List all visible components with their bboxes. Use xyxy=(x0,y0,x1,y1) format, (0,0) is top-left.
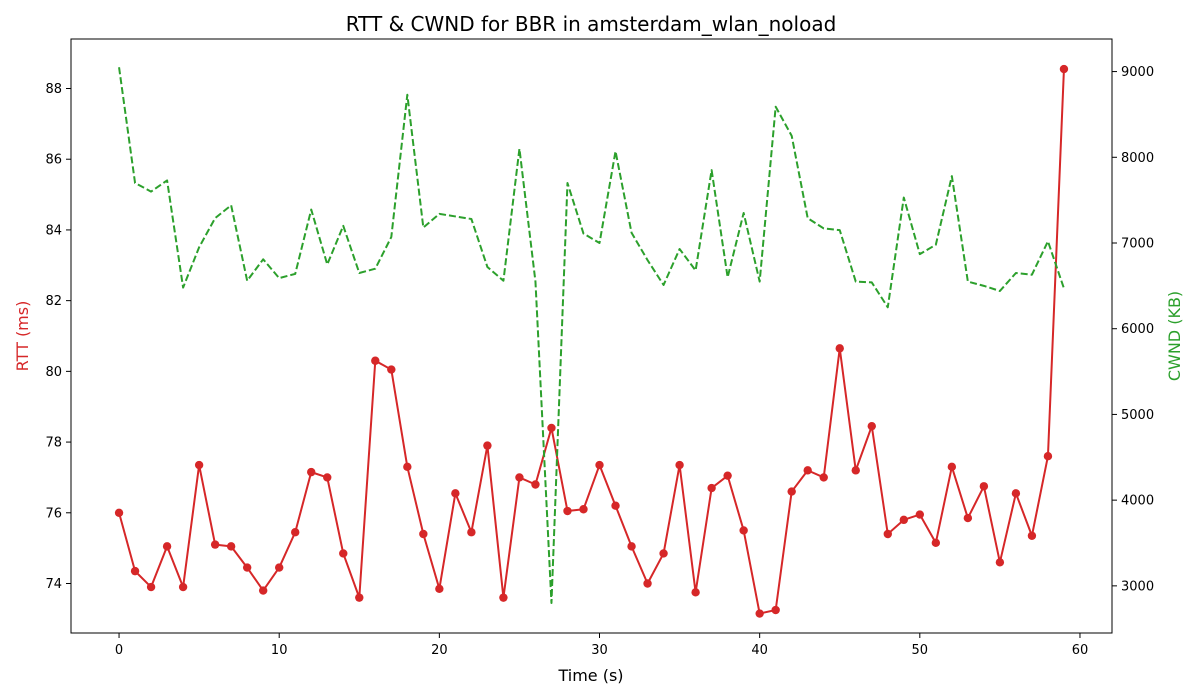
rtt-point xyxy=(114,508,124,517)
plot-frame xyxy=(70,38,1113,634)
rtt-point xyxy=(723,471,732,480)
rtt-point xyxy=(579,505,588,514)
x-tick-label: 30 xyxy=(591,643,608,658)
rtt-point xyxy=(867,421,876,431)
rtt-point xyxy=(835,344,844,353)
rtt-point xyxy=(611,501,620,510)
y-axis-right-title: CWND (KB) xyxy=(1165,291,1184,381)
series-layer xyxy=(114,64,1069,618)
y-axis-left-title: RTT (ms) xyxy=(13,301,32,372)
rtt-point xyxy=(547,423,556,433)
rtt-point xyxy=(499,593,508,602)
y-right-tick-label: 8000 xyxy=(1121,151,1154,166)
y-left-tick-label: 82 xyxy=(45,294,62,309)
y-left-tick-label: 80 xyxy=(45,365,62,380)
rtt-point xyxy=(995,558,1005,567)
y-right-tick-label: 3000 xyxy=(1121,579,1154,594)
x-tick-label: 50 xyxy=(912,643,929,658)
y-right-tick-label: 7000 xyxy=(1121,237,1154,252)
plot-area xyxy=(70,38,1113,634)
y-left-tick-label: 86 xyxy=(45,153,62,168)
rtt-point xyxy=(515,473,524,482)
rtt-point xyxy=(819,473,828,482)
rtt-point xyxy=(803,466,812,475)
rtt-point xyxy=(1011,489,1021,498)
rtt-point xyxy=(242,563,252,572)
rtt-point xyxy=(146,582,156,592)
rtt-point xyxy=(194,460,204,470)
x-tick-label: 40 xyxy=(751,643,768,658)
rtt-point xyxy=(355,593,364,602)
rtt-point xyxy=(323,473,332,482)
rtt-point xyxy=(226,542,236,551)
y-left-tick-label: 88 xyxy=(45,82,62,97)
rtt-point xyxy=(1027,531,1037,540)
x-tick-label: 60 xyxy=(1072,643,1089,658)
rtt-point xyxy=(643,579,652,588)
rtt-point xyxy=(275,563,284,572)
axes-layer: 0 10 20 30 40 50 60 74 76 78 80 82 84 86 88 3000 4000 500… xyxy=(45,65,1154,658)
y-right-tick-label: 5000 xyxy=(1121,408,1154,423)
x-tick-label: 20 xyxy=(431,643,448,658)
rtt-point xyxy=(771,605,780,615)
rtt-point xyxy=(162,542,172,551)
rtt-point xyxy=(595,460,604,470)
rtt-point xyxy=(755,609,764,618)
rtt-point xyxy=(1043,452,1053,461)
rtt-point xyxy=(291,528,300,537)
rtt-point xyxy=(483,441,492,450)
rtt-point xyxy=(851,466,860,475)
rtt-point xyxy=(915,510,925,519)
rtt-point xyxy=(707,483,716,493)
rtt-point xyxy=(339,549,348,558)
rtt-point xyxy=(130,566,140,576)
rtt-series-line xyxy=(118,69,1065,615)
rtt-point xyxy=(435,584,444,594)
rtt-point xyxy=(739,526,748,535)
x-tick-label: 0 xyxy=(115,643,123,658)
y-right-tick-label: 4000 xyxy=(1121,494,1154,509)
rtt-point xyxy=(931,538,941,548)
rtt-point xyxy=(403,462,412,472)
rtt-point xyxy=(899,515,908,525)
rtt-point xyxy=(627,542,636,551)
rtt-point xyxy=(387,365,396,374)
chart-title: RTT & CWND for BBR in amsterdam_wlan_nol… xyxy=(346,12,837,36)
rtt-point xyxy=(531,480,540,489)
y-right-tick-label: 6000 xyxy=(1121,322,1154,337)
rtt-point xyxy=(675,460,684,470)
rtt-point xyxy=(787,487,796,496)
rtt-point xyxy=(178,582,188,592)
rtt-point xyxy=(979,482,989,491)
y-left-tick-label: 78 xyxy=(45,436,62,451)
rtt-point xyxy=(947,462,957,472)
rtt-point xyxy=(563,506,572,516)
y-left-tick-label: 84 xyxy=(45,223,62,238)
rtt-point xyxy=(210,540,220,549)
cwnd-series-line xyxy=(118,67,1065,604)
rtt-point xyxy=(371,356,380,365)
rtt-point xyxy=(258,586,268,595)
rtt-point xyxy=(691,588,700,597)
rtt-point xyxy=(419,529,428,539)
rtt-point xyxy=(307,467,316,477)
rtt-point xyxy=(467,528,476,537)
x-tick-label: 10 xyxy=(271,643,288,658)
rtt-point xyxy=(659,549,668,558)
x-axis-title: Time (s) xyxy=(557,666,623,685)
y-left-tick-label: 76 xyxy=(45,506,62,521)
y-left-tick-label: 74 xyxy=(45,577,62,592)
rtt-point xyxy=(1059,64,1069,74)
rtt-point xyxy=(963,513,973,523)
y-right-tick-label: 9000 xyxy=(1121,65,1154,80)
rtt-point xyxy=(883,529,892,539)
rtt-point xyxy=(451,489,460,498)
